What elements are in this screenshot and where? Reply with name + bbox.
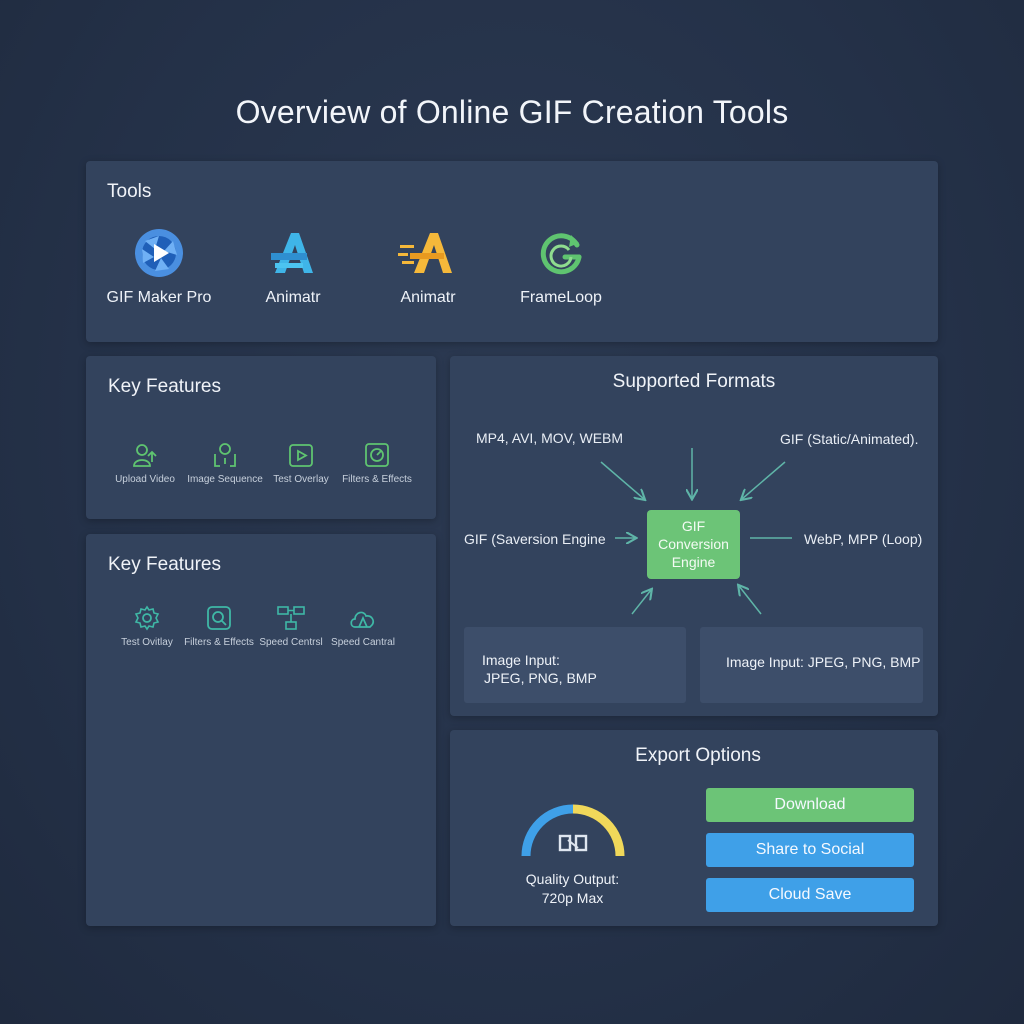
download-button[interactable]: Download — [706, 788, 914, 822]
image-input-line: JPEG, PNG, BMP — [484, 670, 597, 686]
image-input-line: Image Input: — [482, 652, 560, 668]
tools-heading: Tools — [107, 181, 152, 202]
page-title: Overview of Online GIF Creation Tools — [235, 94, 789, 130]
feature-label: Filters & Effects — [342, 474, 412, 485]
tool-animatr[interactable]: Animatr — [228, 227, 358, 307]
feature-label: Upload Video — [115, 474, 175, 485]
quality-gauge-icon — [521, 804, 625, 857]
share-to-social-button[interactable]: Share to Social — [706, 833, 914, 867]
formats-heading: Supported Formats — [612, 371, 776, 392]
feature-label: Speed Cantral — [331, 637, 395, 648]
image-input-line: Image Input: JPEG, PNG, BMP — [726, 654, 921, 670]
feature-test-overlay[interactable]: Test Overlay — [256, 442, 346, 485]
feature-test-ovitlay[interactable]: Test Ovitlay — [102, 605, 192, 648]
tool-label: Animatr — [400, 289, 456, 306]
feature-image-sequence[interactable]: Image Sequence — [180, 442, 270, 485]
image-sequence-icon — [214, 443, 236, 467]
format-arrows — [600, 448, 792, 615]
feature-label: Filters & Effects — [184, 637, 254, 648]
key-features-panel-bottom: Key Features Test Ovitlay Filters & Effe… — [86, 534, 436, 926]
gear-icon — [134, 605, 160, 631]
engine-line: GIF — [681, 518, 706, 534]
tool-label: FrameLoop — [520, 289, 602, 306]
cloud-speed-icon — [350, 611, 375, 628]
feature-speed-centrsl[interactable]: Speed Centrsl — [246, 605, 336, 648]
feature-upload-video[interactable]: Upload Video — [100, 442, 190, 485]
letter-a-icon — [271, 233, 313, 273]
tool-label: Animatr — [265, 289, 321, 306]
export-heading: Export Options — [635, 745, 761, 766]
feature-label: Speed Centrsl — [259, 637, 323, 648]
upload-person-icon — [133, 444, 157, 467]
gif-output-label: GIF (Static/Animated). — [780, 431, 919, 447]
overlay-icon — [289, 444, 313, 467]
filter-search-icon — [207, 606, 231, 630]
feature-label: Test Overlay — [273, 474, 329, 485]
key-features-heading: Key Features — [108, 376, 221, 397]
feature-label: Test Ovitlay — [121, 637, 173, 648]
engine-line: Engine — [671, 554, 716, 570]
quality-output-value: 720p Max — [541, 890, 604, 906]
feature-filters-effects[interactable]: Filters & Effects — [332, 442, 422, 485]
loop-g-icon — [540, 233, 582, 275]
export-options-panel: Export Options Quality Output: 720p Max … — [450, 730, 938, 926]
tool-gif-maker-pro[interactable]: GIF Maker Pro — [94, 227, 224, 307]
supported-formats-panel: Supported Formats MP4, AVI, MOV, WEBM GI… — [450, 356, 938, 716]
web-output-label: WebP, MPP (Loop) — [804, 531, 923, 547]
gif-conversion-engine: GIF Conversion Engine — [647, 510, 740, 579]
engine-line: Conversion — [658, 536, 729, 552]
tool-animatr-speed[interactable]: Animatr — [363, 227, 493, 307]
quality-output-label: Quality Output: — [525, 871, 620, 887]
key-features-panel-top: Key Features Upload Video Image Sequence… — [86, 356, 436, 519]
image-input-box-left: Image Input: JPEG, PNG, BMP — [464, 627, 686, 703]
key-features-heading: Key Features — [108, 554, 221, 575]
image-input-box-right: Image Input: JPEG, PNG, BMP — [700, 627, 923, 703]
gif-input-label: GIF (Saversion Engine — [464, 531, 606, 547]
video-input-label: MP4, AVI, MOV, WEBM — [476, 430, 624, 446]
feature-filters-effects-2[interactable]: Filters & Effects — [174, 605, 264, 648]
speed-letter-a-icon — [398, 233, 452, 273]
feature-label: Image Sequence — [187, 474, 263, 485]
tools-panel: Tools GIF Maker Pro Animatr Animatr — [86, 161, 938, 342]
tool-frameloop[interactable]: FrameLoop — [496, 227, 626, 307]
filter-icon — [365, 443, 389, 467]
cloud-save-button[interactable]: Cloud Save — [706, 878, 914, 912]
tool-label: GIF Maker Pro — [106, 289, 212, 306]
feature-speed-cantral[interactable]: Speed Cantral — [318, 605, 408, 648]
flowchart-icon — [277, 606, 305, 630]
play-aperture-icon — [135, 229, 183, 277]
